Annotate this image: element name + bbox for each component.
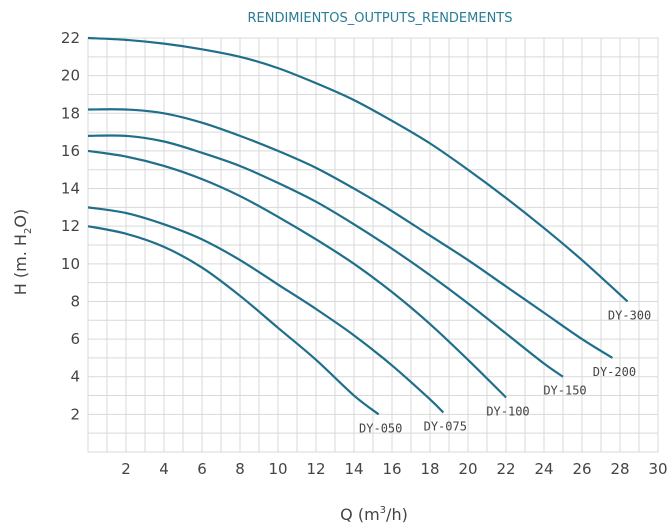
x-tick-label: 30 [648,460,667,478]
x-tick-label: 18 [420,460,439,478]
y-axis-label: H (m. H2O) [11,209,34,295]
curve-label-dy-075: DY-075 [424,419,467,433]
y-tick-label: 18 [61,104,80,122]
y-tick-label: 16 [61,142,80,160]
curve-label-dy-200: DY-200 [593,365,636,379]
x-tick-label: 12 [306,460,325,478]
x-tick-label: 10 [268,460,287,478]
curve-dy-300 [87,36,629,303]
x-tick-labels: 2 4 6 8 10 12 14 16 18 20 22 24 26 28 30 [121,460,667,478]
curve-dy-100 [87,149,507,399]
grid [87,37,659,453]
x-tick-label: 2 [121,460,131,478]
y-tick-label: 22 [61,29,80,47]
x-tick-label: 20 [458,460,477,478]
curve-dy-150 [87,134,564,378]
y-tick-label: 8 [70,292,80,310]
y-tick-label: 4 [70,368,80,386]
curve-label-dy-300: DY-300 [608,308,651,322]
y-tick-label: 20 [61,67,80,85]
x-axis-label: Q (m3/h) [340,505,408,524]
curve-label-dy-150: DY-150 [543,384,586,398]
x-tick-label: 16 [382,460,401,478]
y-tick-label: 12 [61,217,80,235]
curve-dy-200 [87,108,613,359]
x-tick-label: 24 [534,460,553,478]
x-tick-label: 6 [197,460,207,478]
x-tick-label: 26 [572,460,591,478]
curve-label-dy-050: DY-050 [359,421,402,435]
x-tick-label: 4 [159,460,169,478]
y-tick-labels: 2 4 6 8 10 12 14 16 18 20 22 [61,29,80,423]
x-tick-label: 22 [496,460,515,478]
y-tick-label: 2 [70,405,80,423]
x-tick-label: 14 [344,460,363,478]
y-tick-label: 10 [61,255,80,273]
curve-labels: DY-050 DY-075 DY-100 DY-150 DY-200 DY-300 [359,308,651,435]
y-tick-label: 14 [61,180,80,198]
curve-dy-075 [87,206,445,414]
chart-title: RENDIMIENTOS_OUTPUTS_RENDEMENTS [247,11,512,26]
curve-dy-050 [87,225,380,416]
x-tick-label: 8 [235,460,245,478]
y-tick-label: 6 [70,330,80,348]
curve-label-dy-100: DY-100 [486,404,529,418]
curves [87,36,629,416]
x-tick-label: 28 [610,460,629,478]
